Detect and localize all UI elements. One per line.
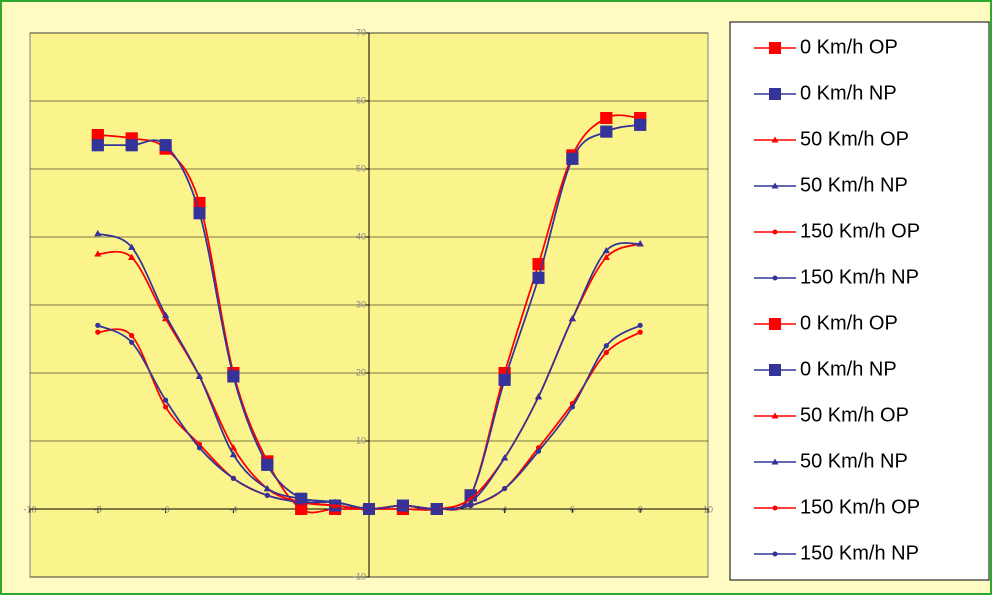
legend-label: 150 Km/h OP [800, 496, 920, 518]
data-point [299, 500, 304, 505]
y-tick-label: -10 [353, 571, 366, 581]
legend-label: 50 Km/h OP [800, 128, 909, 150]
data-point [163, 405, 168, 410]
legend-marker [773, 506, 778, 511]
legend-label: 0 Km/h OP [800, 36, 898, 58]
legend-label: 0 Km/h NP [800, 358, 897, 380]
y-tick-label: 70 [356, 27, 366, 37]
legend-label: 0 Km/h NP [800, 82, 897, 104]
data-point [400, 503, 405, 508]
y-tick-label: 30 [356, 299, 366, 309]
y-tick-label: 40 [356, 231, 366, 241]
data-point [502, 486, 507, 491]
y-tick-label: 50 [356, 163, 366, 173]
y-tick-label: 20 [356, 367, 366, 377]
data-point [600, 126, 612, 138]
data-point [160, 139, 172, 151]
data-point [95, 323, 100, 328]
data-point [129, 333, 134, 338]
data-point [566, 153, 578, 165]
data-point [570, 405, 575, 410]
legend-label: 50 Km/h NP [800, 174, 908, 196]
data-point [197, 445, 202, 450]
data-point [194, 207, 206, 219]
legend-label: 0 Km/h OP [800, 312, 898, 334]
legend-marker [769, 318, 781, 330]
data-point [638, 330, 643, 335]
legend-label: 150 Km/h NP [800, 266, 919, 288]
data-point [367, 507, 372, 512]
data-point [533, 272, 545, 284]
data-point [231, 476, 236, 481]
data-point [92, 139, 104, 151]
data-point [604, 350, 609, 355]
legend-marker [773, 552, 778, 557]
legend-marker [773, 230, 778, 235]
data-point [163, 398, 168, 403]
legend-label: 150 Km/h OP [800, 220, 920, 242]
legend-marker [773, 276, 778, 281]
legend-marker [769, 364, 781, 376]
data-point [227, 370, 239, 382]
data-point [604, 343, 609, 348]
legend-marker [769, 42, 781, 54]
data-point [126, 139, 138, 151]
y-tick-label: 10 [356, 435, 366, 445]
data-point [468, 503, 473, 508]
page: -10010203040506070-10-8-6-4-202468100 Km… [0, 0, 992, 595]
chart: -10010203040506070-10-8-6-4-202468100 Km… [0, 0, 992, 595]
data-point [600, 112, 612, 124]
data-point [333, 500, 338, 505]
data-point [261, 459, 273, 471]
data-point [95, 330, 100, 335]
data-point [265, 493, 270, 498]
legend-label: 50 Km/h NP [800, 450, 908, 472]
legend-label: 150 Km/h NP [800, 542, 919, 564]
data-point [499, 374, 511, 386]
legend-label: 50 Km/h OP [800, 404, 909, 426]
data-point [434, 507, 439, 512]
data-point [129, 340, 134, 345]
data-point [634, 119, 646, 131]
legend-marker [769, 88, 781, 100]
data-point [638, 323, 643, 328]
data-point [536, 449, 541, 454]
y-tick-label: 60 [356, 95, 366, 105]
